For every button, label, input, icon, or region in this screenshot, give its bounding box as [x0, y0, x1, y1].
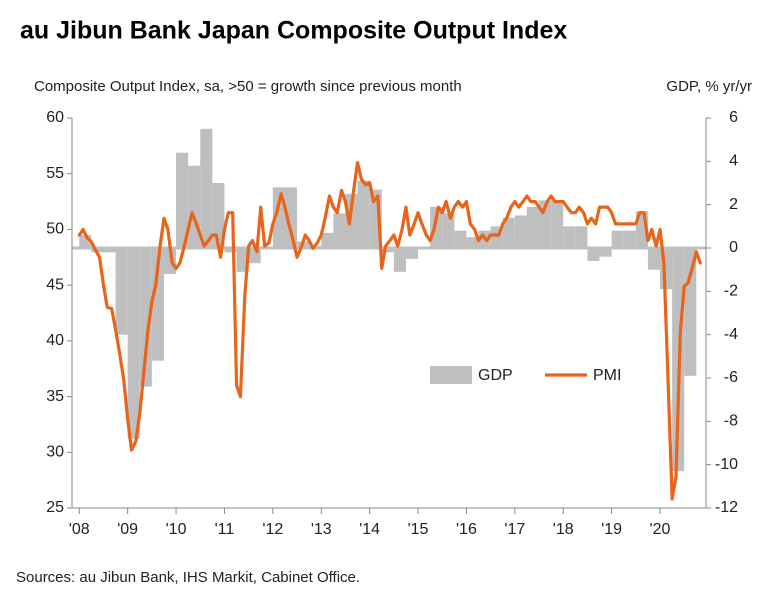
- y-tick-label: 25: [46, 499, 64, 516]
- gdp-bar: [623, 230, 636, 248]
- gdp-bar: [575, 226, 588, 248]
- y2-axis-label: GDP, % yr/yr: [666, 78, 752, 95]
- gdp-bar: [200, 128, 213, 248]
- y2-tick-label: 2: [729, 196, 738, 213]
- legend-swatch: [430, 366, 472, 384]
- x-tick-label: '10: [166, 521, 187, 538]
- gdp-bar: [551, 200, 564, 248]
- gdp-bar: [647, 248, 661, 270]
- x-tick-label: '14: [359, 521, 380, 538]
- gdp-bar: [454, 230, 467, 248]
- gdp-bar: [357, 180, 370, 248]
- gdp-bar: [430, 206, 443, 248]
- gdp-bar: [345, 193, 358, 248]
- gdp-bar: [502, 217, 515, 248]
- y2-tick-label: -2: [724, 283, 738, 300]
- gdp-bar: [563, 226, 576, 248]
- gdp-bar: [188, 165, 201, 248]
- x-tick-label: '17: [504, 521, 525, 538]
- gdp-bar: [405, 248, 419, 259]
- gdp-bar: [176, 152, 189, 248]
- x-tick-label: '19: [601, 521, 622, 538]
- gdp-bar: [321, 232, 334, 248]
- y2-tick-label: -6: [724, 369, 738, 386]
- legend-label: GDP: [478, 367, 513, 384]
- x-tick-label: '12: [262, 521, 283, 538]
- x-tick-label: '20: [650, 521, 671, 538]
- gdp-bar: [284, 187, 298, 248]
- y2-tick-label: 0: [729, 239, 738, 256]
- gdp-bar: [103, 248, 116, 253]
- gdp-bar: [224, 248, 237, 253]
- gdp-bar: [212, 183, 225, 248]
- gdp-bar: [393, 248, 406, 272]
- x-tick-label: '13: [311, 521, 332, 538]
- x-tick-label: '18: [553, 521, 574, 538]
- pmi-line: [77, 160, 702, 501]
- x-tick-label: '09: [117, 521, 138, 538]
- y-axis-label: Composite Output Index, sa, >50 = growth…: [34, 78, 462, 95]
- gdp-bar: [127, 248, 140, 439]
- chart-title: au Jibun Bank Japan Composite Output Ind…: [20, 17, 567, 45]
- y-tick-label: 40: [46, 332, 64, 349]
- gdp-bar: [381, 248, 394, 253]
- gdp-bar: [272, 187, 285, 248]
- gdp-bar: [333, 213, 346, 248]
- y2-tick-label: -12: [715, 499, 738, 516]
- gdp-bar: [466, 237, 479, 248]
- y2-tick-label: -4: [724, 326, 738, 343]
- y2-tick-label: 4: [729, 153, 738, 170]
- y-tick-label: 35: [46, 388, 64, 405]
- gdp-bar: [611, 230, 624, 248]
- gdp-bar: [163, 248, 177, 274]
- gdp-bar: [684, 248, 697, 376]
- legend-label: PMI: [593, 367, 621, 384]
- gdp-bar: [139, 248, 152, 387]
- y-tick-label: 45: [46, 276, 64, 293]
- y-tick-label: 60: [46, 109, 64, 126]
- x-tick-label: '16: [456, 521, 477, 538]
- gdp-bar: [442, 213, 455, 248]
- y2-tick-label: 6: [729, 109, 738, 126]
- y-tick-label: 50: [46, 221, 64, 238]
- x-tick-label: '11: [215, 521, 235, 538]
- gdp-bar: [514, 215, 527, 248]
- x-tick-label: '08: [69, 521, 90, 538]
- y-tick-label: 30: [46, 444, 64, 461]
- gdp-bar: [526, 206, 540, 248]
- source-note: Sources: au Jibun Bank, IHS Markit, Cabi…: [16, 569, 360, 586]
- y-tick-label: 55: [46, 165, 64, 182]
- gdp-bar: [151, 248, 164, 361]
- gdp-bar: [587, 248, 600, 261]
- y2-tick-label: -8: [724, 413, 738, 430]
- x-tick-label: '15: [408, 521, 429, 538]
- gdp-bar: [599, 248, 612, 257]
- gdp-bar: [115, 248, 128, 335]
- y2-tick-label: -10: [715, 456, 738, 473]
